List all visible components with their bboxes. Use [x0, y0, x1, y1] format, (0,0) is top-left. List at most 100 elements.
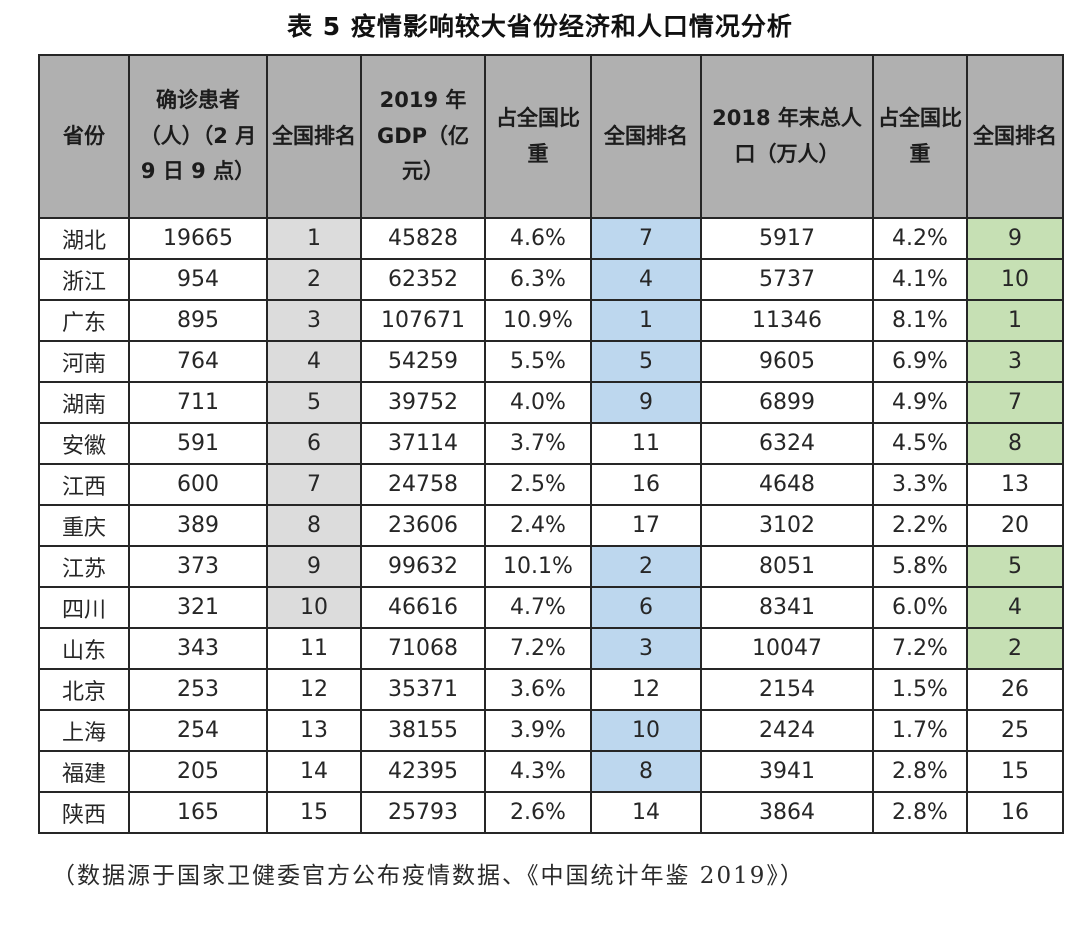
gdp-share-cell: 2.6%	[484, 791, 592, 834]
table-row: 四川 321 10 46616 4.7% 6 8341 6.0% 4	[38, 586, 1064, 629]
confirmed-rank-cell: 14	[266, 750, 362, 793]
province-cell: 陕西	[38, 791, 130, 834]
gdp-rank-cell: 11	[590, 422, 702, 465]
gdp-rank-cell: 12	[590, 668, 702, 711]
table-row: 重庆 389 8 23606 2.4% 17 3102 2.2% 20	[38, 504, 1064, 547]
confirmed-cell: 895	[128, 299, 268, 342]
gdp-share-cell: 5.5%	[484, 340, 592, 383]
pop-share-cell: 4.2%	[872, 217, 968, 260]
province-cell: 湖北	[38, 217, 130, 260]
pop-rank-cell: 1	[966, 299, 1064, 342]
confirmed-rank-cell: 2	[266, 258, 362, 301]
pop-share-cell: 3.3%	[872, 463, 968, 506]
gdp-cell: 37114	[360, 422, 486, 465]
gdp-rank-cell: 2	[590, 545, 702, 588]
table-row: 江苏 373 9 99632 10.1% 2 8051 5.8% 5	[38, 545, 1064, 588]
table-header-row: 省份 确诊患者（人）（2 月 9 日 9 点） 全国排名 2019 年 GDP（亿元）…	[38, 54, 1064, 219]
gdp-rank-cell: 3	[590, 627, 702, 670]
confirmed-rank-cell: 13	[266, 709, 362, 752]
pop-share-cell: 4.1%	[872, 258, 968, 301]
confirmed-rank-cell: 3	[266, 299, 362, 342]
gdp-rank-cell: 9	[590, 381, 702, 424]
table-row: 江西 600 7 24758 2.5% 16 4648 3.3% 13	[38, 463, 1064, 506]
gdp-share-cell: 10.1%	[484, 545, 592, 588]
table-row: 陕西 165 15 25793 2.6% 14 3864 2.8% 16	[38, 791, 1064, 834]
gdp-share-cell: 2.4%	[484, 504, 592, 547]
confirmed-rank-cell: 11	[266, 627, 362, 670]
province-cell: 广东	[38, 299, 130, 342]
population-cell: 10047	[700, 627, 874, 670]
table-row: 广东 895 3 107671 10.9% 1 11346 8.1% 1	[38, 299, 1064, 342]
pop-rank-cell: 7	[966, 381, 1064, 424]
confirmed-cell: 954	[128, 258, 268, 301]
province-cell: 四川	[38, 586, 130, 629]
gdp-cell: 23606	[360, 504, 486, 547]
gdp-share-cell: 4.0%	[484, 381, 592, 424]
gdp-rank-cell: 8	[590, 750, 702, 793]
confirmed-cell: 373	[128, 545, 268, 588]
gdp-cell: 46616	[360, 586, 486, 629]
pop-share-cell: 1.5%	[872, 668, 968, 711]
pop-share-cell: 4.9%	[872, 381, 968, 424]
table-row: 福建 205 14 42395 4.3% 8 3941 2.8% 15	[38, 750, 1064, 793]
population-cell: 3102	[700, 504, 874, 547]
province-cell: 江苏	[38, 545, 130, 588]
confirmed-rank-cell: 1	[266, 217, 362, 260]
table-row: 湖南 711 5 39752 4.0% 9 6899 4.9% 7	[38, 381, 1064, 424]
confirmed-cell: 254	[128, 709, 268, 752]
pop-share-cell: 2.8%	[872, 750, 968, 793]
gdp-cell: 54259	[360, 340, 486, 383]
province-cell: 上海	[38, 709, 130, 752]
gdp-cell: 45828	[360, 217, 486, 260]
population-cell: 5737	[700, 258, 874, 301]
pop-rank-cell: 10	[966, 258, 1064, 301]
gdp-rank-cell: 7	[590, 217, 702, 260]
gdp-share-cell: 3.9%	[484, 709, 592, 752]
province-cell: 安徽	[38, 422, 130, 465]
population-cell: 4648	[700, 463, 874, 506]
confirmed-rank-cell: 7	[266, 463, 362, 506]
gdp-share-cell: 4.7%	[484, 586, 592, 629]
confirmed-cell: 321	[128, 586, 268, 629]
gdp-cell: 62352	[360, 258, 486, 301]
population-cell: 3864	[700, 791, 874, 834]
gdp-cell: 42395	[360, 750, 486, 793]
gdp-cell: 39752	[360, 381, 486, 424]
population-cell: 8341	[700, 586, 874, 629]
population-cell: 9605	[700, 340, 874, 383]
pop-rank-cell: 16	[966, 791, 1064, 834]
confirmed-cell: 711	[128, 381, 268, 424]
gdp-share-cell: 6.3%	[484, 258, 592, 301]
pop-rank-cell: 3	[966, 340, 1064, 383]
province-cell: 浙江	[38, 258, 130, 301]
confirmed-rank-cell: 9	[266, 545, 362, 588]
pop-share-cell: 2.8%	[872, 791, 968, 834]
pop-rank-cell: 26	[966, 668, 1064, 711]
confirmed-cell: 253	[128, 668, 268, 711]
gdp-rank-cell: 1	[590, 299, 702, 342]
gdp-cell: 25793	[360, 791, 486, 834]
column-header-confirmed: 确诊患者（人）（2 月 9 日 9 点）	[128, 54, 268, 219]
confirmed-cell: 205	[128, 750, 268, 793]
confirmed-rank-cell: 10	[266, 586, 362, 629]
gdp-rank-cell: 10	[590, 709, 702, 752]
column-header-pop_rank: 全国排名	[966, 54, 1064, 219]
province-cell: 江西	[38, 463, 130, 506]
column-header-province: 省份	[38, 54, 130, 219]
gdp-cell: 71068	[360, 627, 486, 670]
pop-share-cell: 1.7%	[872, 709, 968, 752]
confirmed-rank-cell: 6	[266, 422, 362, 465]
province-cell: 福建	[38, 750, 130, 793]
gdp-cell: 38155	[360, 709, 486, 752]
confirmed-cell: 343	[128, 627, 268, 670]
gdp-rank-cell: 16	[590, 463, 702, 506]
gdp-rank-cell: 5	[590, 340, 702, 383]
table-row: 山东 343 11 71068 7.2% 3 10047 7.2% 2	[38, 627, 1064, 670]
gdp-share-cell: 10.9%	[484, 299, 592, 342]
province-cell: 重庆	[38, 504, 130, 547]
confirmed-rank-cell: 12	[266, 668, 362, 711]
table-row: 北京 253 12 35371 3.6% 12 2154 1.5% 26	[38, 668, 1064, 711]
gdp-rank-cell: 4	[590, 258, 702, 301]
gdp-rank-cell: 6	[590, 586, 702, 629]
